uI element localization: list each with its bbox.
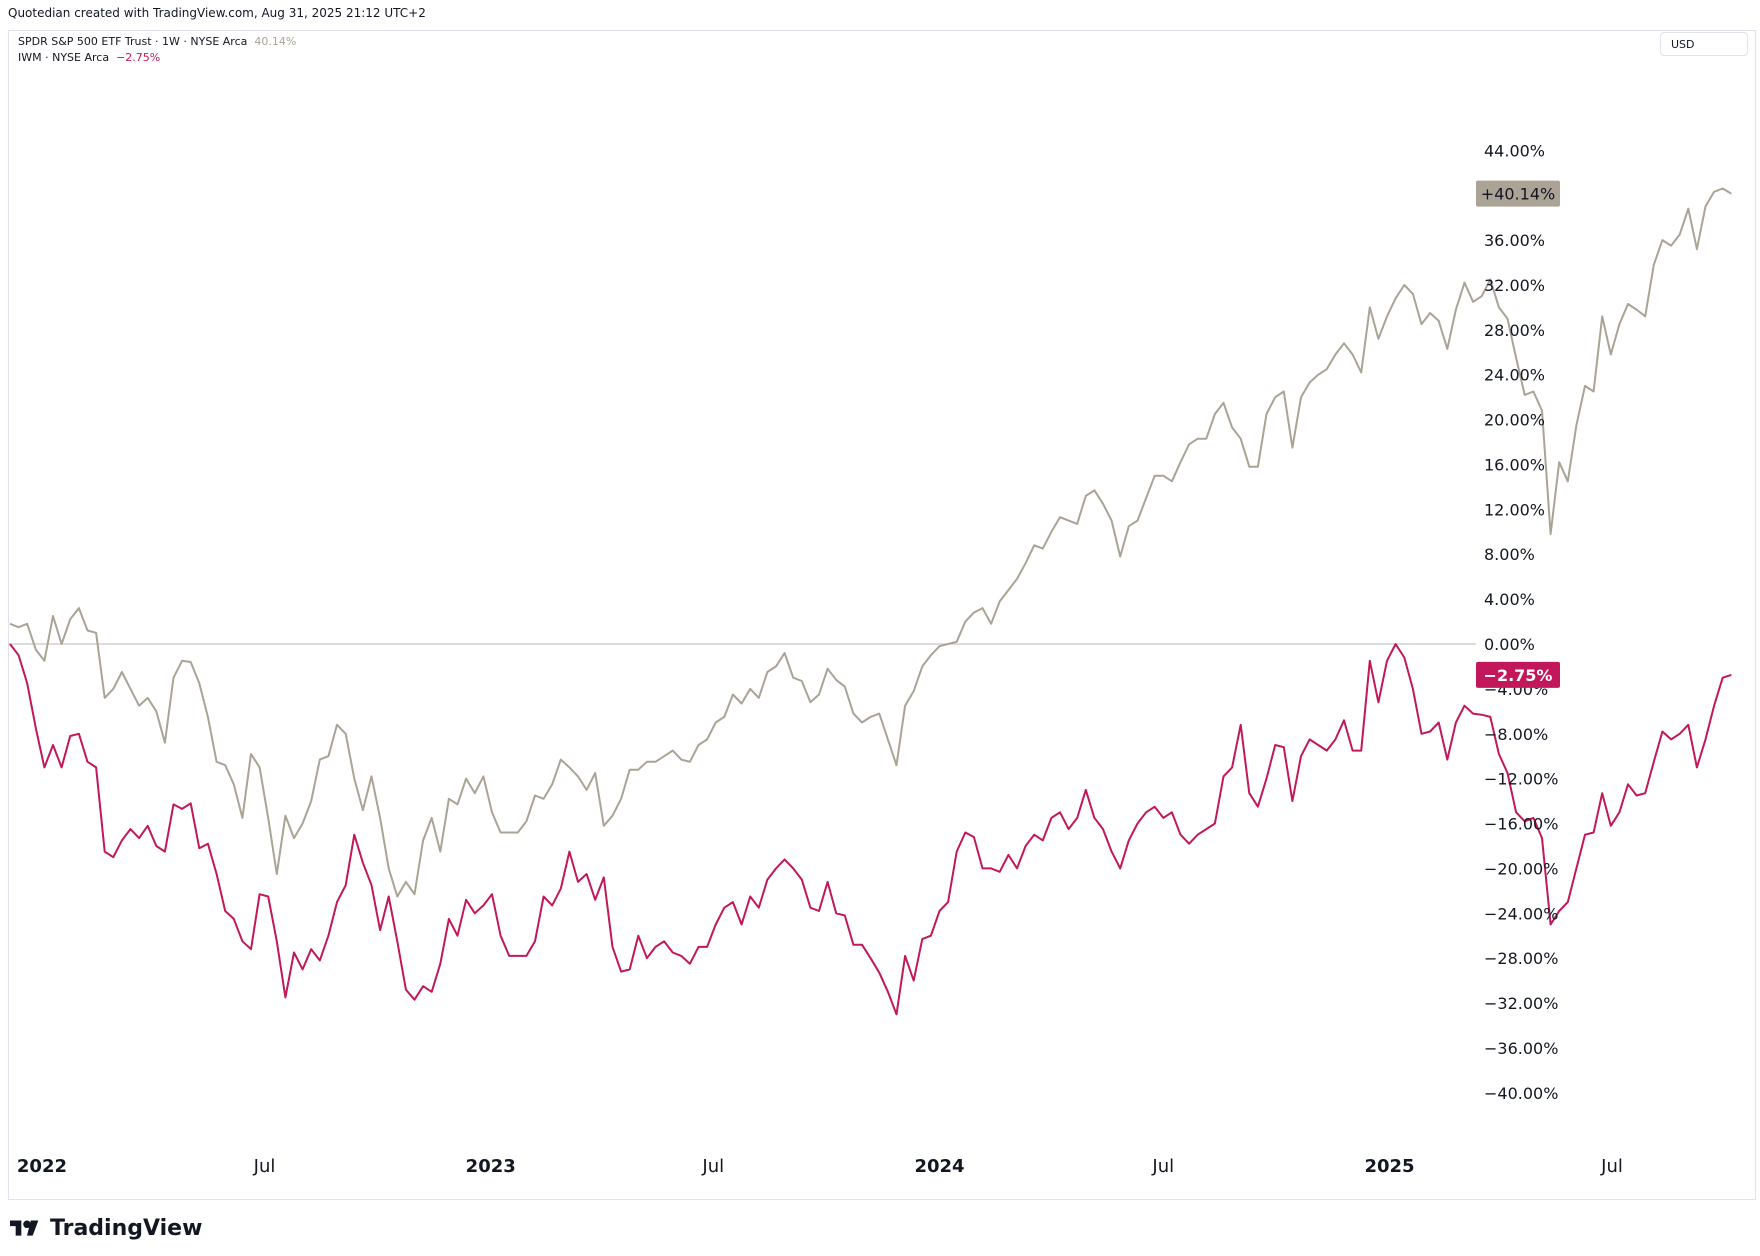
y-tick-label: −28.00% <box>1484 949 1558 968</box>
legend-row-iwm[interactable]: IWM · NYSE Arca −2.75% <box>18 50 296 66</box>
spy-line[interactable] <box>9 187 1732 898</box>
y-tick-label: 20.00% <box>1484 411 1545 430</box>
legend-value-spy: 40.14% <box>254 35 297 48</box>
y-tick-label: 12.00% <box>1484 500 1545 519</box>
y-tick-label: 28.00% <box>1484 321 1545 340</box>
y-tick-label: 32.00% <box>1484 276 1545 295</box>
x-tick-label: Jul <box>1600 1156 1623 1177</box>
legend-label-spy: SPDR S&P 500 ETF Trust · 1W · NYSE Arca <box>18 35 248 48</box>
spy-last-value-badge <box>1476 180 1560 207</box>
x-tick-label: Jul <box>701 1156 724 1177</box>
legend-row-spy[interactable]: SPDR S&P 500 ETF Trust · 1W · NYSE Arca … <box>18 34 296 50</box>
iwm-line[interactable] <box>9 643 1732 1016</box>
y-tick-label: 44.00% <box>1484 141 1545 160</box>
chart-header: Quotedian created with TradingView.com, … <box>8 6 426 20</box>
tradingview-logo-icon <box>10 1220 39 1236</box>
legend-label-iwm: IWM · NYSE Arca <box>18 51 110 64</box>
y-tick-label: 24.00% <box>1484 366 1545 385</box>
y-tick-label: 4.00% <box>1484 590 1535 609</box>
x-tick-label: Jul <box>253 1156 276 1177</box>
y-tick-label: −16.00% <box>1484 815 1558 834</box>
y-tick-label: 36.00% <box>1484 231 1545 250</box>
y-tick-label: 0.00% <box>1484 635 1535 654</box>
iwm-last-value-badge-text: −2.75% <box>1484 666 1553 685</box>
x-tick-label: 2024 <box>914 1156 964 1177</box>
tradingview-logo[interactable]: TradingView <box>10 1216 202 1241</box>
y-tick-label: −32.00% <box>1484 994 1558 1013</box>
currency-button[interactable]: USD <box>1660 32 1748 56</box>
y-tick-label: −12.00% <box>1484 770 1558 789</box>
y-tick-label: −20.00% <box>1484 859 1558 878</box>
y-tick-label: 8.00% <box>1484 545 1535 564</box>
y-tick-label: −36.00% <box>1484 1039 1558 1058</box>
y-tick-label: 16.00% <box>1484 455 1545 474</box>
y-tick-label: −24.00% <box>1484 904 1558 923</box>
y-tick-label: −8.00% <box>1484 725 1548 744</box>
spy-last-value-badge-text: +40.14% <box>1481 185 1555 204</box>
y-tick-label: −40.00% <box>1484 1084 1558 1103</box>
chart-legend: SPDR S&P 500 ETF Trust · 1W · NYSE Arca … <box>18 34 296 66</box>
x-tick-label: Jul <box>1151 1156 1174 1177</box>
brand-name: TradingView <box>50 1216 203 1241</box>
iwm-last-value-badge <box>1476 661 1560 688</box>
legend-value-iwm: −2.75% <box>116 51 161 64</box>
x-tick-label: 2023 <box>466 1156 516 1177</box>
x-tick-label: 2022 <box>17 1156 67 1177</box>
chart-frame <box>8 30 1756 1200</box>
x-tick-label: 2025 <box>1364 1156 1414 1177</box>
